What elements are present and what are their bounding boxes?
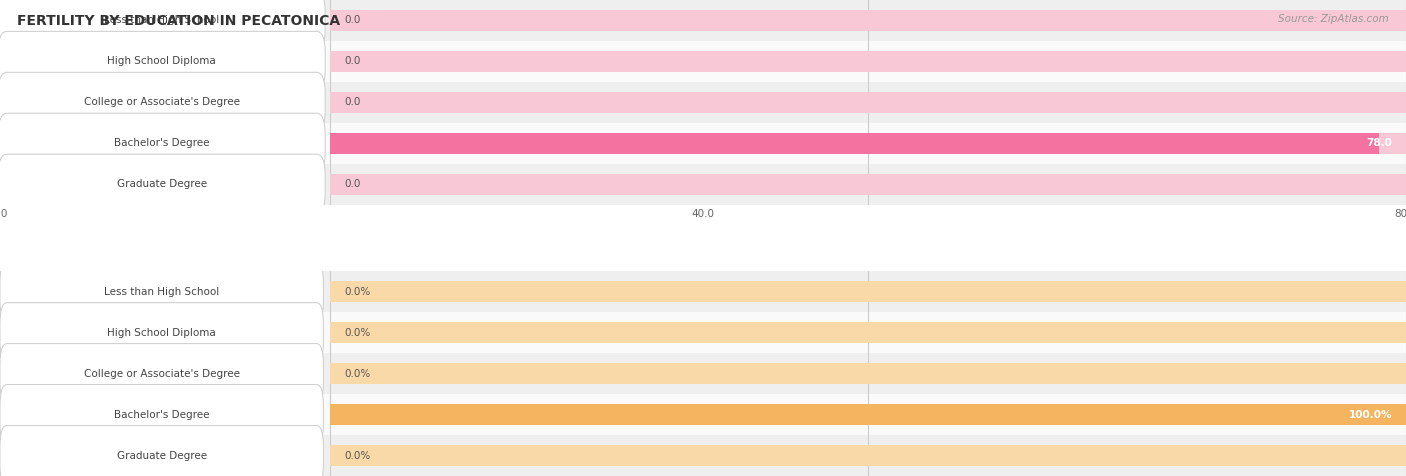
FancyBboxPatch shape [0, 72, 325, 132]
FancyBboxPatch shape [0, 113, 325, 173]
Text: 0.0: 0.0 [344, 179, 361, 189]
Text: 78.0: 78.0 [1367, 138, 1392, 149]
Text: Bachelor's Degree: Bachelor's Degree [114, 138, 209, 149]
Bar [330, 404, 1406, 425]
FancyBboxPatch shape [0, 385, 323, 445]
Bar [0, 82, 1406, 123]
Text: Less than High School: Less than High School [104, 287, 219, 297]
Bar [330, 51, 1406, 72]
Text: Less than High School: Less than High School [104, 15, 219, 26]
Text: 0.0: 0.0 [344, 15, 361, 26]
FancyBboxPatch shape [0, 0, 325, 50]
FancyBboxPatch shape [0, 344, 323, 404]
Text: 0.0%: 0.0% [344, 450, 371, 461]
Bar [0, 123, 1406, 164]
FancyBboxPatch shape [0, 262, 323, 322]
FancyBboxPatch shape [0, 426, 323, 476]
Bar [330, 10, 1406, 31]
Text: High School Diploma: High School Diploma [107, 56, 217, 67]
Text: Graduate Degree: Graduate Degree [117, 450, 207, 461]
Text: Graduate Degree: Graduate Degree [117, 179, 207, 189]
Text: 100.0%: 100.0% [1348, 409, 1392, 420]
Bar [0, 271, 1406, 312]
FancyBboxPatch shape [0, 31, 325, 91]
Text: Source: ZipAtlas.com: Source: ZipAtlas.com [1278, 14, 1389, 24]
FancyBboxPatch shape [0, 303, 323, 363]
Bar [330, 92, 1406, 113]
Text: 0.0: 0.0 [344, 97, 361, 108]
Bar [330, 445, 1406, 466]
Bar [0, 0, 1406, 41]
Text: FERTILITY BY EDUCATION IN PECATONICA: FERTILITY BY EDUCATION IN PECATONICA [17, 14, 340, 28]
Bar [0, 164, 1406, 205]
Bar [330, 404, 1406, 425]
Bar [330, 363, 1406, 384]
Bar [0, 312, 1406, 353]
Text: 0.0: 0.0 [344, 56, 361, 67]
Bar [330, 133, 1379, 154]
Text: Bachelor's Degree: Bachelor's Degree [114, 409, 209, 420]
Text: College or Associate's Degree: College or Associate's Degree [84, 368, 239, 379]
Text: 0.0%: 0.0% [344, 368, 371, 379]
FancyBboxPatch shape [0, 154, 325, 214]
Bar [330, 133, 1406, 154]
Bar [0, 353, 1406, 394]
Bar [330, 281, 1406, 302]
Text: 0.0%: 0.0% [344, 327, 371, 338]
Bar [330, 322, 1406, 343]
Text: College or Associate's Degree: College or Associate's Degree [84, 97, 239, 108]
Bar [0, 41, 1406, 82]
Text: 0.0%: 0.0% [344, 287, 371, 297]
Bar [0, 394, 1406, 435]
Bar [0, 435, 1406, 476]
Text: High School Diploma: High School Diploma [107, 327, 217, 338]
Bar [330, 174, 1406, 195]
